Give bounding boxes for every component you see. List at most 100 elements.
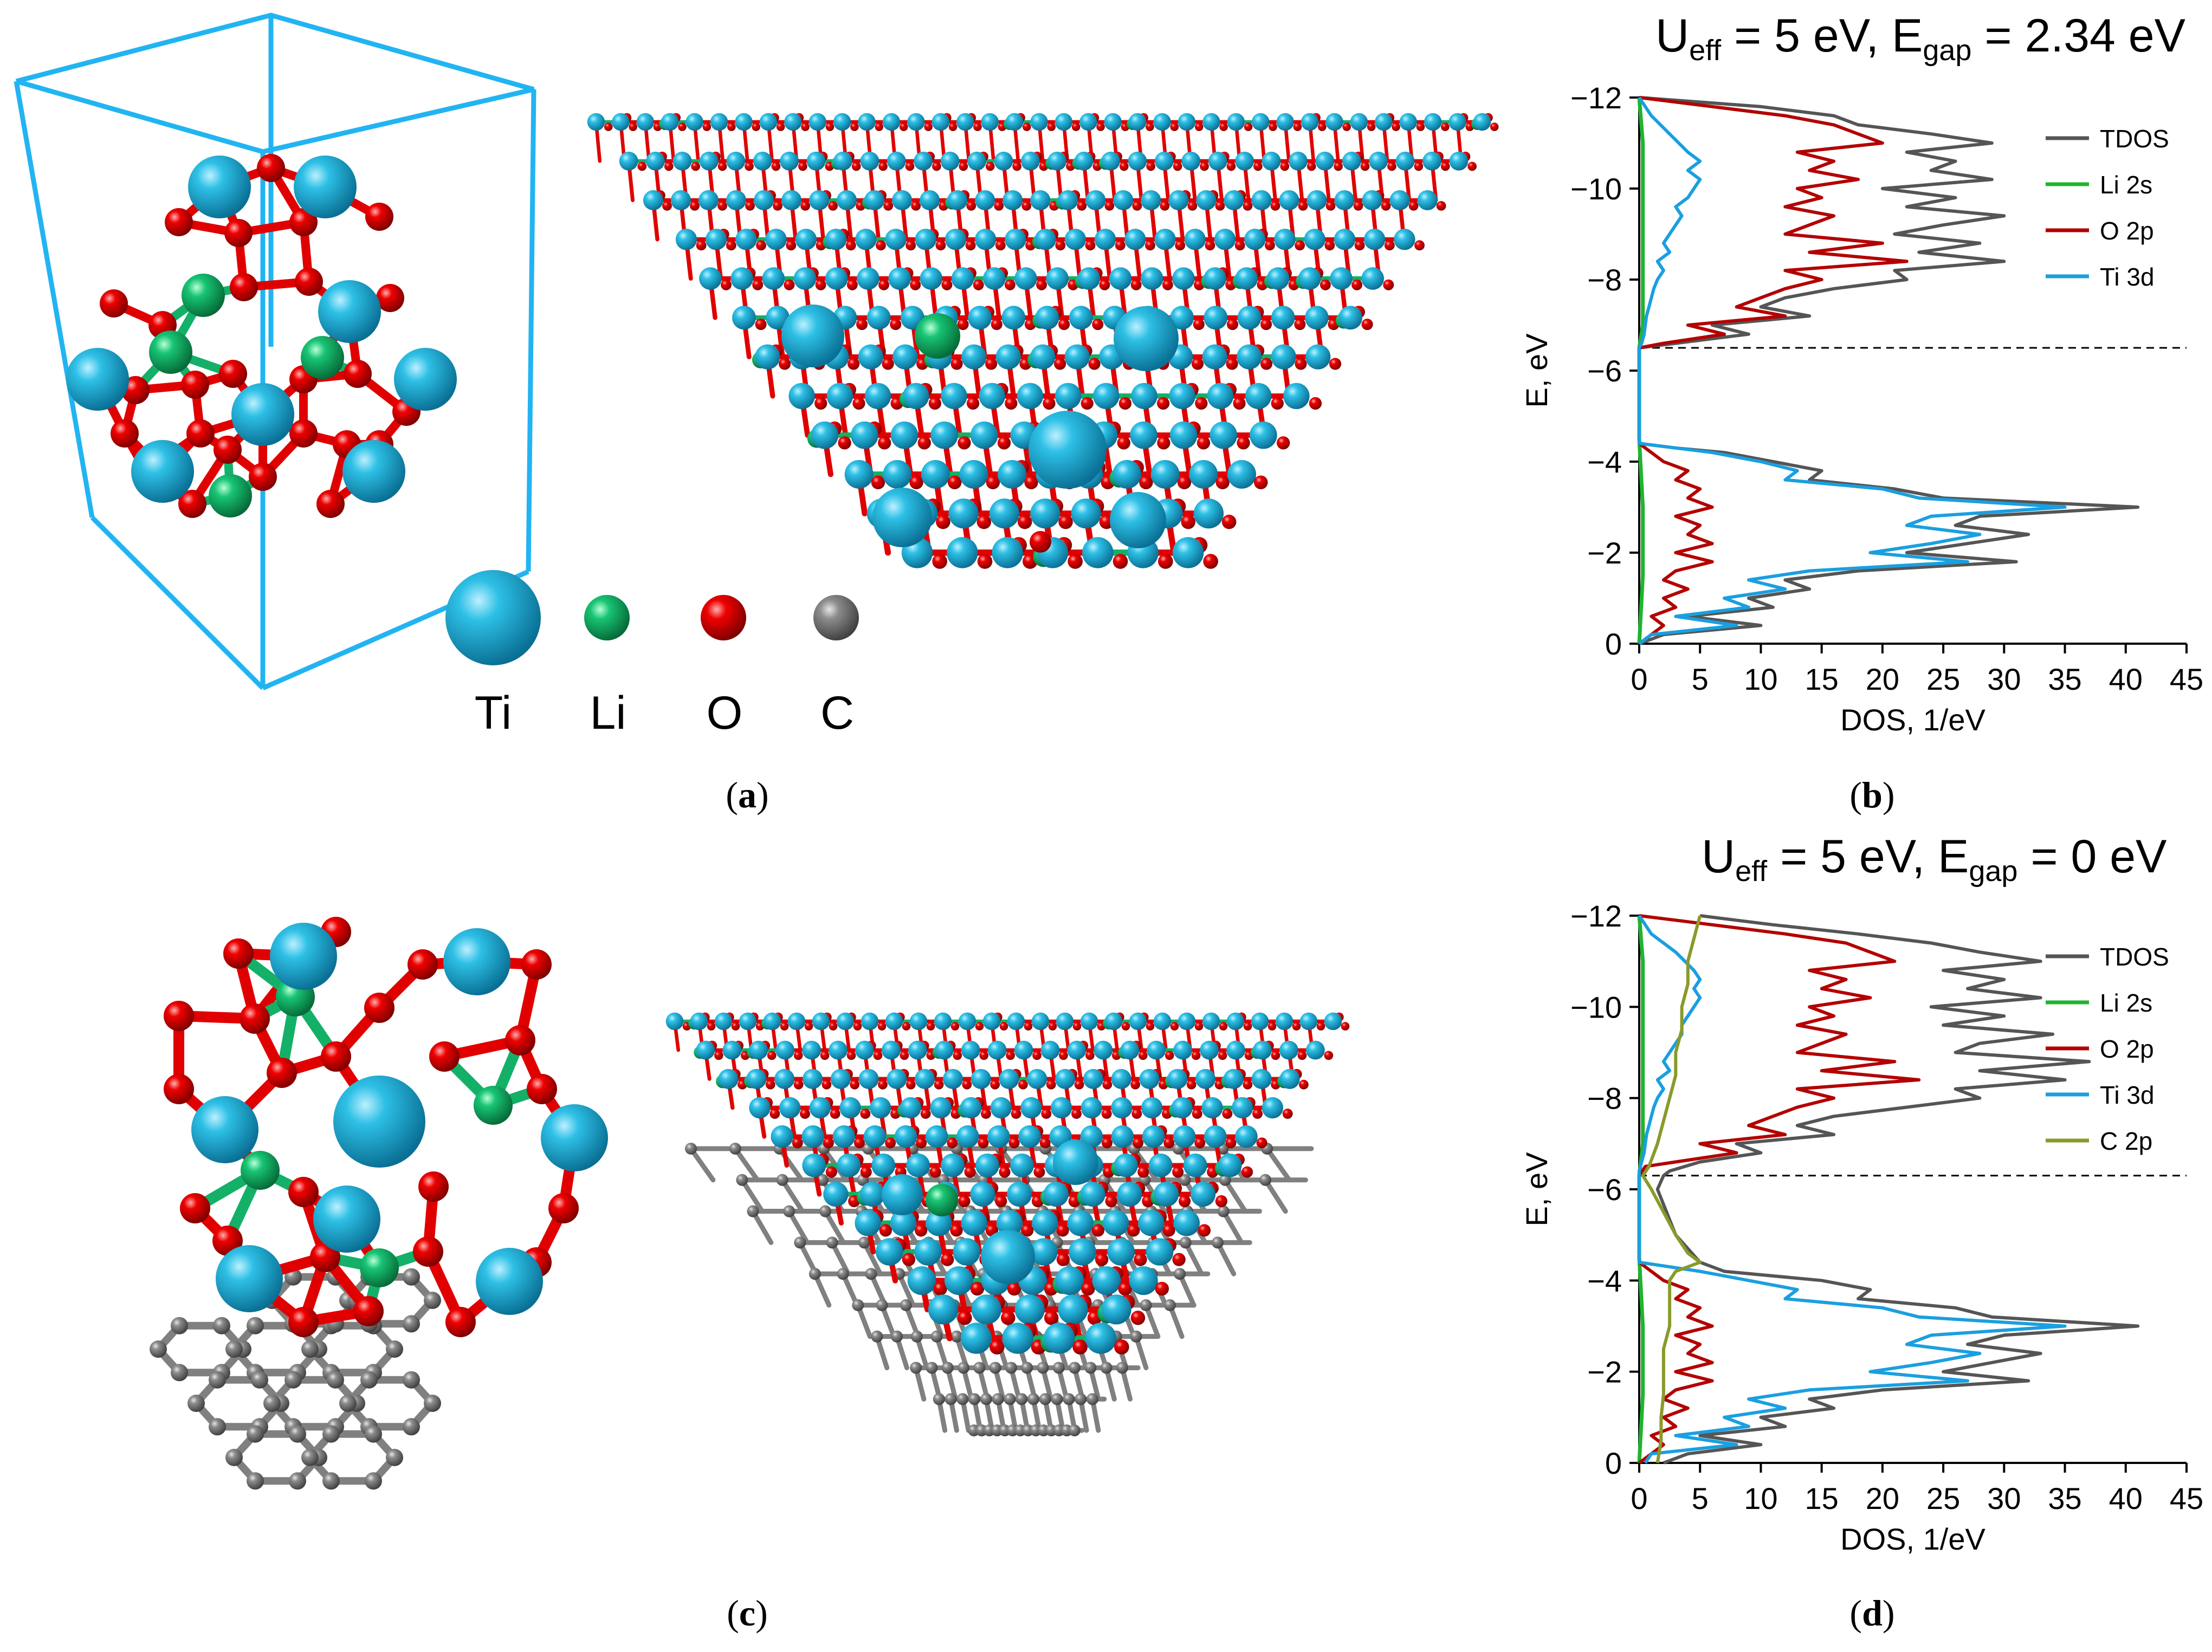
o-atom [981, 1109, 991, 1119]
o-atom [1490, 122, 1499, 131]
o-atom [1012, 161, 1021, 171]
ti-atom [774, 1068, 795, 1089]
o-atom [878, 436, 891, 450]
o-atom [1226, 319, 1238, 331]
ti-atom [342, 440, 405, 503]
o-atom [752, 122, 761, 131]
o-atom [948, 122, 958, 131]
o-atom [1244, 122, 1253, 131]
o-atom [1058, 514, 1073, 529]
o-atom [846, 1051, 856, 1060]
ti-atom [801, 1125, 825, 1148]
ti-atom [885, 1012, 903, 1031]
o-atom [853, 1022, 862, 1031]
y-tick-label: −6 [1587, 1172, 1622, 1207]
ti-atom [829, 1040, 848, 1060]
series-tdos [1655, 914, 2140, 1465]
o-atom [1324, 1051, 1334, 1060]
o-atom [1293, 122, 1302, 131]
ti-atom [762, 267, 785, 290]
o-atom [936, 514, 950, 529]
o-atom [418, 1171, 449, 1202]
c-atom [403, 1371, 420, 1389]
ti-atom [1325, 113, 1343, 131]
o-atom [1320, 279, 1331, 290]
ti-atom [992, 537, 1023, 568]
o-atom [1354, 240, 1365, 251]
ti-atom [1064, 344, 1090, 370]
o-atom [1137, 1166, 1149, 1178]
ti-atom [698, 190, 719, 211]
c-atom [251, 1371, 268, 1389]
o-atom [1085, 1051, 1095, 1060]
ti-atom [1030, 498, 1060, 529]
c-atom [1004, 1393, 1016, 1405]
ti-atom [956, 1125, 979, 1148]
o-atom [1007, 1281, 1021, 1296]
chart-d-title: Ueff = 5 eV, Egap = 0 eV [1702, 831, 2166, 887]
ti-atom [1172, 267, 1195, 290]
o-atom [727, 122, 736, 131]
li-atom [241, 1151, 280, 1190]
c-atom [871, 1330, 883, 1343]
legend-label: Ti 3d [2100, 1081, 2155, 1109]
o-atom [1001, 1311, 1016, 1325]
o-atom [1046, 1079, 1056, 1090]
o-atom [1317, 122, 1327, 131]
o-atom [1127, 1224, 1140, 1237]
o-atom [953, 1051, 962, 1060]
c-atom [826, 1236, 838, 1249]
o-atom [838, 436, 851, 450]
ti-atom [670, 190, 691, 211]
ti-atom [1227, 459, 1256, 489]
ti-atom [1046, 267, 1069, 290]
ti-atom [961, 344, 987, 370]
c-atom [865, 1268, 877, 1280]
ti-atom [894, 1125, 917, 1148]
o-atom [1004, 279, 1016, 290]
o-atom [1134, 1253, 1147, 1266]
c-atom [1179, 1174, 1191, 1186]
o-atom [958, 1195, 971, 1208]
svg-text:(d): (d) [1849, 1592, 1894, 1634]
c-atom [852, 1299, 864, 1311]
ti-atom [971, 1294, 1001, 1325]
o-atom [1294, 319, 1306, 331]
ti-atom [1172, 537, 1204, 568]
o-atom [1226, 161, 1236, 171]
ti-atom [934, 1012, 952, 1031]
o-atom [726, 240, 736, 251]
ti-atom [892, 344, 918, 370]
o-atom [1264, 240, 1275, 251]
o-atom [995, 1195, 1007, 1208]
o-atom [1243, 1022, 1252, 1031]
series-ti-3d [1638, 915, 2067, 1464]
ti-atom [928, 1294, 959, 1325]
ti-atom [1210, 421, 1238, 449]
ti-atom [948, 498, 979, 529]
bond [1264, 1146, 1292, 1183]
o-atom [1334, 161, 1343, 171]
ti-atom [1227, 113, 1245, 131]
x-tick-label: 30 [1987, 662, 2021, 696]
c-atom [289, 1425, 306, 1443]
bond [823, 1209, 846, 1245]
ti-atom [1271, 306, 1295, 330]
ti-atom [1029, 411, 1107, 489]
ti-atom [795, 229, 817, 250]
ti-atom [1128, 113, 1147, 131]
c-atom [794, 1236, 806, 1249]
c-atom [247, 1317, 264, 1334]
o-atom [1295, 240, 1305, 251]
ti-atom [1283, 383, 1310, 410]
o-atom [999, 1022, 1008, 1031]
o-atom [825, 122, 835, 131]
o-atom [288, 1177, 319, 1207]
c-atom [150, 1340, 167, 1358]
ti-atom [975, 1153, 999, 1177]
ti-atom [871, 1153, 896, 1177]
ti-atom [1251, 1068, 1272, 1089]
o-atom [1198, 1224, 1211, 1237]
x-tick-label: 10 [1744, 662, 1777, 696]
ti-atom [1101, 151, 1120, 171]
